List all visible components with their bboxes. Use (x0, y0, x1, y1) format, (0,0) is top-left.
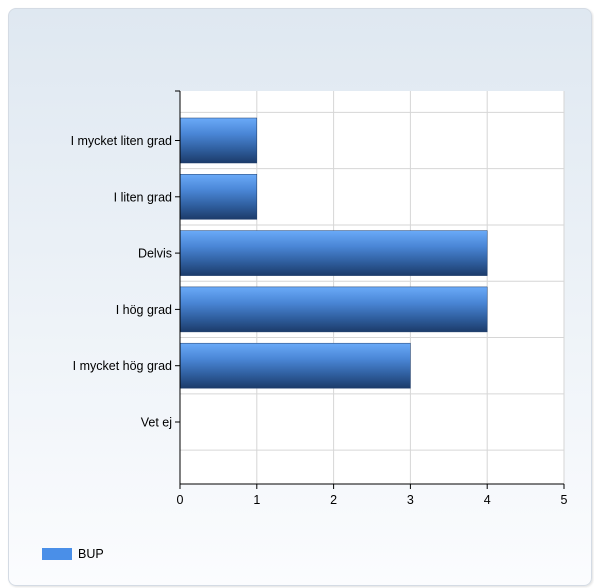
category-label: I hög grad (116, 303, 172, 317)
bar (179, 230, 488, 276)
category-label: I liten grad (114, 190, 172, 204)
x-tick-label: 4 (484, 493, 491, 507)
category-label: I mycket hög grad (73, 359, 172, 373)
category-label: Vet ej (141, 416, 172, 430)
x-tick-label: 1 (253, 493, 260, 507)
category-label: I mycket liten grad (71, 134, 172, 148)
category-label: Delvis (138, 247, 172, 261)
bar (179, 286, 488, 333)
x-tick-label: 5 (561, 493, 568, 507)
x-tick-label: 0 (177, 493, 184, 507)
legend-label: BUP (78, 547, 104, 561)
bar (179, 174, 258, 220)
x-tick-label: 2 (330, 493, 337, 507)
x-tick-label: 3 (407, 493, 414, 507)
bar (179, 117, 258, 164)
bar (179, 342, 411, 389)
legend-swatch (42, 548, 72, 560)
